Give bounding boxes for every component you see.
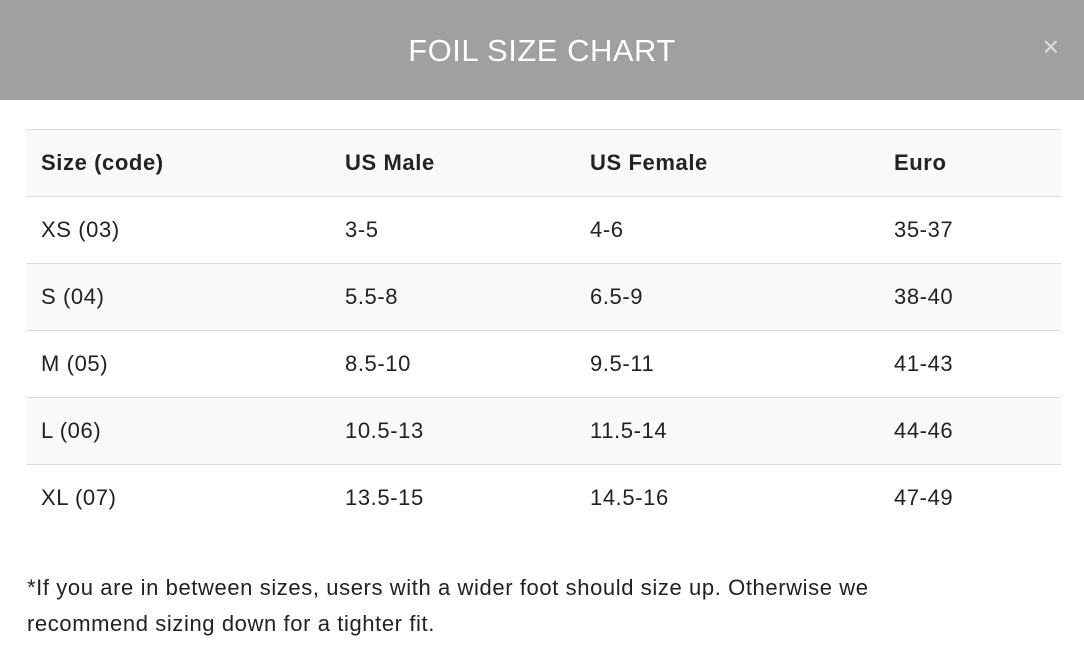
column-header: US Female xyxy=(575,129,879,197)
table-cell: M (05) xyxy=(26,330,330,398)
table-head: Size (code) US Male US Female Euro xyxy=(26,129,1061,197)
column-header: US Male xyxy=(330,129,575,197)
table-row: XL (07) 13.5-15 14.5-16 47-49 xyxy=(26,464,1061,531)
table-cell: 13.5-15 xyxy=(330,464,575,531)
header-bar: FOIL SIZE CHART × xyxy=(0,0,1084,100)
table-cell: 38-40 xyxy=(879,263,1061,331)
close-button[interactable]: × xyxy=(1042,31,1059,62)
column-header: Size (code) xyxy=(26,129,330,197)
table-cell: S (04) xyxy=(26,263,330,331)
table-cell: XS (03) xyxy=(26,196,330,264)
table-cell: 5.5-8 xyxy=(330,263,575,331)
table-cell: 10.5-13 xyxy=(330,397,575,465)
table-row: XS (03) 3-5 4-6 35-37 xyxy=(26,196,1061,264)
table-cell: 9.5-11 xyxy=(575,330,879,398)
header-row: Size (code) US Male US Female Euro xyxy=(26,129,1061,197)
table-cell: 44-46 xyxy=(879,397,1061,465)
modal-title: FOIL SIZE CHART xyxy=(408,33,676,68)
table-cell: 35-37 xyxy=(879,196,1061,264)
table-cell: 41-43 xyxy=(879,330,1061,398)
table-cell: 14.5-16 xyxy=(575,464,879,531)
table-cell: 11.5-14 xyxy=(575,397,879,465)
table-row: L (06) 10.5-13 11.5-14 44-46 xyxy=(26,397,1061,465)
table-cell: 8.5-10 xyxy=(330,330,575,398)
table-cell: 47-49 xyxy=(879,464,1061,531)
table-cell: 6.5-9 xyxy=(575,263,879,331)
table-row: S (04) 5.5-8 6.5-9 38-40 xyxy=(26,263,1061,331)
table-cell: L (06) xyxy=(26,397,330,465)
column-header: Euro xyxy=(879,129,1061,197)
table-cell: 4-6 xyxy=(575,196,879,264)
table-cell: XL (07) xyxy=(26,464,330,531)
size-table: Size (code) US Male US Female Euro XS (0… xyxy=(26,129,1061,531)
table-body: XS (03) 3-5 4-6 35-37 S (04) 5.5-8 6.5-9 38-40 M… xyxy=(26,196,1061,531)
table-cell: 3-5 xyxy=(330,196,575,264)
table-row: M (05) 8.5-10 9.5-11 41-43 xyxy=(26,330,1061,398)
footnote: *If you are in between sizes, users with… xyxy=(27,575,869,636)
